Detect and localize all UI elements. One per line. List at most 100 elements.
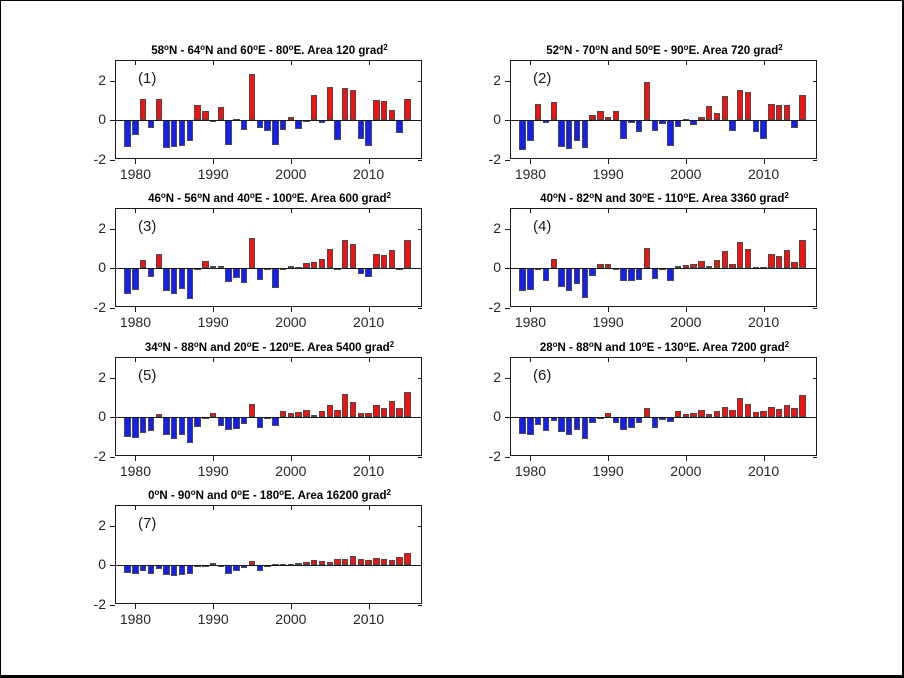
x-tick-mark	[213, 306, 215, 312]
zero-line	[511, 120, 816, 122]
anomaly-bar	[178, 565, 186, 576]
anomaly-bar	[550, 259, 557, 269]
anomaly-bar	[155, 253, 162, 269]
x-tick-mark	[530, 158, 532, 164]
anomaly-bar	[217, 266, 225, 269]
anomaly-bar	[752, 120, 759, 133]
anomaly-bar	[404, 98, 411, 121]
anomaly-bar	[542, 417, 550, 432]
anomaly-bar	[604, 413, 612, 418]
y-tick-mark-right	[813, 457, 817, 458]
y-tick-mark-right	[418, 525, 422, 527]
anomaly-bar	[178, 417, 186, 436]
x-tick-mark	[290, 306, 292, 312]
anomaly-bar	[713, 260, 721, 269]
x-tick-label: 2000	[275, 463, 307, 479]
anomaly-bar	[535, 417, 542, 426]
anomaly-bar	[566, 268, 573, 292]
anomaly-bar	[651, 417, 658, 429]
subplot-title: 46oN - 56oN and 40oE - 100oE. Area 600 g…	[148, 190, 391, 205]
anomaly-bar	[612, 111, 620, 121]
y-tick-label: 0	[493, 259, 501, 276]
anomaly-bar	[264, 120, 271, 132]
anomaly-bar	[667, 120, 674, 147]
anomaly-bar	[791, 262, 798, 269]
anomaly-bar	[373, 253, 380, 269]
anomaly-bar	[373, 99, 380, 121]
subplot-title: 28oN - 88oN and 10oE - 130oE. Area 7200 …	[539, 339, 790, 354]
subplot-panel: 0oN - 90oN and 0oE - 180oE. Area 16200 g…	[94, 488, 422, 627]
anomaly-bar	[799, 394, 806, 418]
x-tick-mark-top	[135, 358, 137, 362]
y-tick-mark-right	[813, 160, 817, 161]
subplot-title: 58oN - 64oN and 60oE - 80oE. Area 120 gr…	[151, 42, 388, 57]
x-tick-mark-top	[290, 209, 292, 213]
y-tick-mark	[109, 228, 115, 230]
x-tick-mark	[763, 306, 765, 312]
anomaly-bar	[349, 89, 357, 121]
anomaly-bar	[147, 565, 155, 575]
anomaly-bar	[171, 268, 178, 295]
anomaly-bar	[272, 120, 279, 146]
anomaly-bar	[628, 268, 635, 282]
anomaly-bar	[365, 268, 372, 278]
anomaly-bar	[163, 417, 170, 436]
anomaly-bar	[799, 94, 806, 121]
anomaly-bar	[729, 410, 736, 418]
anomaly-bar	[233, 417, 240, 430]
x-tick-mark	[135, 158, 137, 164]
zero-line	[511, 268, 816, 270]
anomaly-bar	[404, 552, 411, 566]
anomaly-bar	[295, 412, 302, 418]
panel-number-label: (4)	[533, 218, 552, 235]
anomaly-bar	[349, 243, 357, 269]
anomaly-bar	[558, 120, 565, 148]
x-tick-mark-top	[530, 358, 532, 362]
anomaly-bar	[334, 410, 341, 418]
subplot-panel: 58oN - 64oN and 60oE - 80oE. Area 120 gr…	[94, 43, 422, 182]
x-tick-mark-top	[530, 209, 532, 213]
y-tick-mark	[109, 605, 115, 606]
anomaly-bar	[310, 262, 318, 269]
x-tick-label: 1980	[119, 463, 152, 479]
anomaly-bar	[310, 415, 318, 418]
anomaly-bar	[604, 264, 612, 269]
anomaly-bar	[651, 120, 658, 132]
anomaly-bar	[775, 104, 783, 121]
anomaly-bar	[334, 559, 341, 566]
anomaly-bar	[799, 239, 806, 269]
y-tick-mark	[504, 308, 510, 309]
anomaly-bar	[690, 413, 697, 418]
anomaly-bar	[737, 89, 744, 121]
anomaly-bar	[248, 403, 256, 418]
anomaly-bar	[643, 407, 651, 418]
anomaly-bar	[365, 560, 372, 566]
anomaly-bar	[272, 417, 279, 427]
x-tick-mark	[608, 158, 610, 164]
y-tick-mark-right	[813, 417, 817, 419]
subplot-panel: 34oN - 88oN and 20oE - 120oE. Area 5400 …	[94, 340, 422, 479]
anomaly-bar	[682, 414, 690, 418]
anomaly-bar	[768, 253, 775, 269]
anomaly-bar	[209, 563, 217, 566]
x-tick-mark-top	[135, 506, 137, 510]
subplot-title: 52oN - 70oN and 50oE - 90oE. Area 720 gr…	[546, 42, 783, 57]
anomaly-bar	[573, 120, 581, 142]
anomaly-bar	[527, 120, 534, 142]
x-tick-mark	[290, 455, 292, 461]
y-tick-mark-right	[418, 417, 422, 419]
anomaly-bar	[256, 120, 263, 129]
x-tick-mark-top	[213, 61, 215, 65]
anomaly-bar	[674, 266, 682, 269]
anomaly-bar	[775, 409, 783, 418]
anomaly-bar	[620, 268, 627, 282]
y-tick-label: 2	[98, 368, 106, 385]
anomaly-bar	[256, 268, 263, 281]
anomaly-bar	[303, 263, 310, 269]
anomaly-bar	[620, 417, 627, 431]
zero-line	[116, 417, 421, 419]
x-tick-label: 2000	[670, 463, 702, 479]
x-tick-label: 2010	[748, 166, 780, 182]
anomaly-bar	[186, 120, 194, 142]
